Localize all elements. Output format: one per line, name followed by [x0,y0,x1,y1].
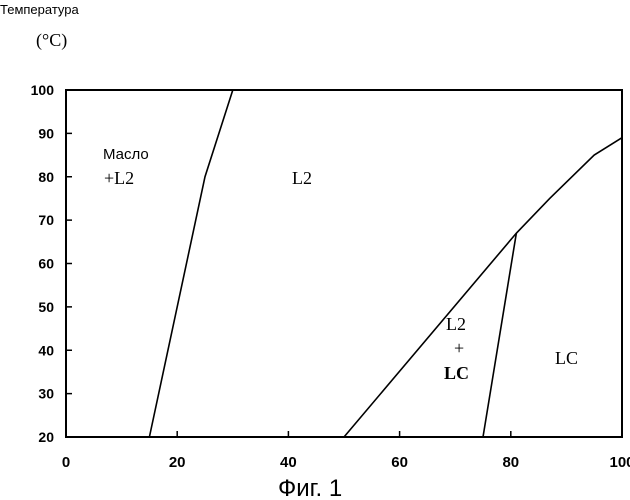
x-tick-label: 0 [62,454,70,471]
y-tick-label: 70 [38,212,54,228]
y-tick-label: 50 [38,299,54,315]
x-tick-label: 60 [391,454,408,471]
figure-caption: Фиг. 1 [278,475,342,500]
x-tick-label: 40 [280,454,297,471]
y-tick-label: 80 [38,169,54,185]
y-tick-label: 90 [38,125,54,141]
region-label-l2: L2 [292,168,312,188]
y-tick-label: 30 [38,386,54,402]
y-tick-label: 60 [38,256,54,272]
y-tick-label: 20 [38,429,54,445]
region-label-l2-lc-line3: LC [444,363,469,383]
region-label-oil-line2: +L2 [104,168,134,188]
oil-l2-boundary [149,90,232,437]
y-tick-label: 40 [38,342,54,358]
x-tick-label: 20 [169,454,186,471]
x-tick-label: 100 [609,454,630,471]
plot-frame [66,90,622,437]
region-label-l2-lc-line1: L2 [446,314,466,334]
region-label-lc: LC [555,348,578,368]
y-axis-label-line1: Температура [0,2,80,17]
y-tick-label: 100 [31,82,55,98]
region-label-l2-lc-line2: + [454,338,464,358]
x-tick-label: 80 [502,454,519,471]
y-axis-label-line2: (°С) [36,30,67,51]
lc-lower-boundary [483,233,516,437]
l2-lc-upper-boundary [344,138,622,437]
region-label-oil-line1: Масло [103,146,149,163]
phase-boundaries [149,90,622,437]
